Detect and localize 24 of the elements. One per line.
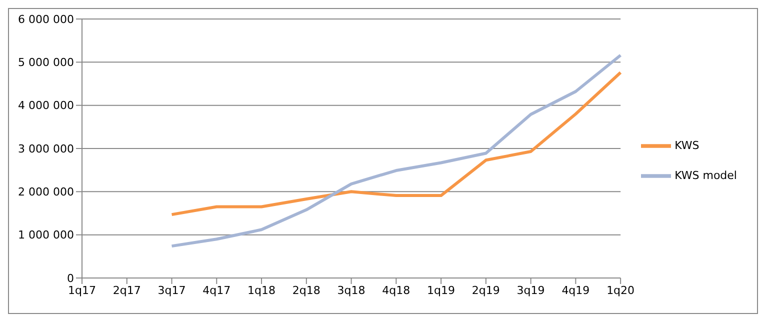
x-tick-label: 2q18 [292,284,320,297]
x-tick-label: 4q18 [382,284,410,297]
x-tick-label: 3q19 [516,284,545,297]
legend-label: KWS model [674,169,737,182]
line-series [170,71,622,216]
x-tick-label: 4q17 [202,284,231,297]
legend-label: KWS [674,139,700,152]
x-tick-label: 1q17 [68,284,96,297]
y-tick-label: 0 [67,272,74,285]
x-tick-label: 3q17 [158,284,186,297]
x-tick-label: 1q20 [606,284,635,297]
y-tick-label: 3 000 000 [18,142,74,156]
y-tick-label: 5 000 000 [18,56,74,70]
y-tick-label: 2 000 000 [18,186,74,199]
x-tick-label: 4q19 [562,284,590,297]
y-tick-label: 4 000 000 [18,99,74,112]
y-tick-label: 1 000 000 [18,228,74,242]
x-tick-label: 2q19 [472,284,500,297]
line-series [170,54,622,248]
x-tick-label: 1q19 [427,284,456,297]
x-tick-label: 2q17 [112,284,141,297]
y-tick-label: 6 000 000 [18,12,74,26]
x-tick-label: 3q18 [337,284,366,297]
x-tick-label: 1q18 [248,284,276,297]
